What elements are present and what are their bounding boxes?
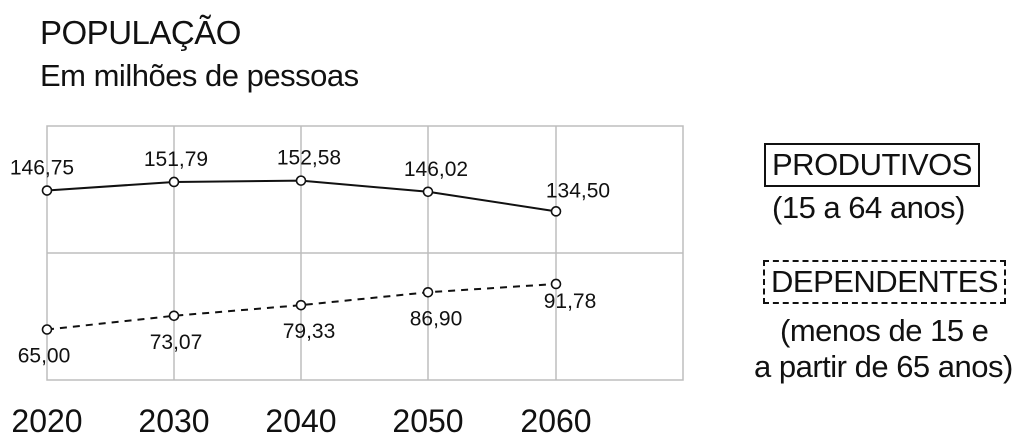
data-point-produtivos bbox=[168, 176, 180, 188]
data-point-produtivos bbox=[295, 175, 307, 186]
data-label: 73,07 bbox=[150, 331, 203, 354]
x-tick-label: 2060 bbox=[520, 403, 591, 439]
data-label: 151,79 bbox=[144, 148, 208, 171]
data-point-produtivos bbox=[550, 206, 562, 217]
x-tick-label: 2040 bbox=[265, 403, 336, 439]
data-point-dependentes bbox=[41, 324, 53, 335]
legend-dependentes-note-line1: (menos de 15 e bbox=[780, 313, 989, 348]
data-point-produtivos bbox=[41, 185, 53, 196]
data-label: 86,90 bbox=[410, 307, 463, 330]
data-point-dependentes bbox=[168, 310, 180, 322]
x-tick-label: 2020 bbox=[11, 403, 82, 439]
legend-dependentes-note-line2: a partir de 65 anos) bbox=[754, 349, 1013, 384]
data-label: 146,02 bbox=[404, 158, 468, 181]
data-label: 79,33 bbox=[283, 320, 336, 343]
data-point-dependentes bbox=[422, 286, 434, 298]
data-point-dependentes bbox=[550, 278, 562, 290]
data-label: 91,78 bbox=[544, 290, 597, 313]
data-label: 134,50 bbox=[546, 179, 610, 202]
legend-dependentes: DEPENDENTES bbox=[763, 260, 1007, 304]
legend-produtivos-note: (15 a 64 anos) bbox=[772, 190, 965, 225]
x-tick-label: 2050 bbox=[392, 403, 463, 439]
data-label: 152,58 bbox=[277, 147, 341, 170]
chart-title: POPULAÇÃO bbox=[40, 14, 241, 51]
data-point-produtivos bbox=[422, 186, 434, 198]
data-label: 65,00 bbox=[18, 345, 71, 368]
chart-subtitle: Em milhões de pessoas bbox=[40, 58, 359, 93]
legend-produtivos: PRODUTIVOS bbox=[764, 143, 980, 187]
x-tick-label: 2030 bbox=[138, 403, 209, 439]
data-point-dependentes bbox=[295, 299, 307, 311]
data-label: 146,75 bbox=[10, 157, 74, 180]
